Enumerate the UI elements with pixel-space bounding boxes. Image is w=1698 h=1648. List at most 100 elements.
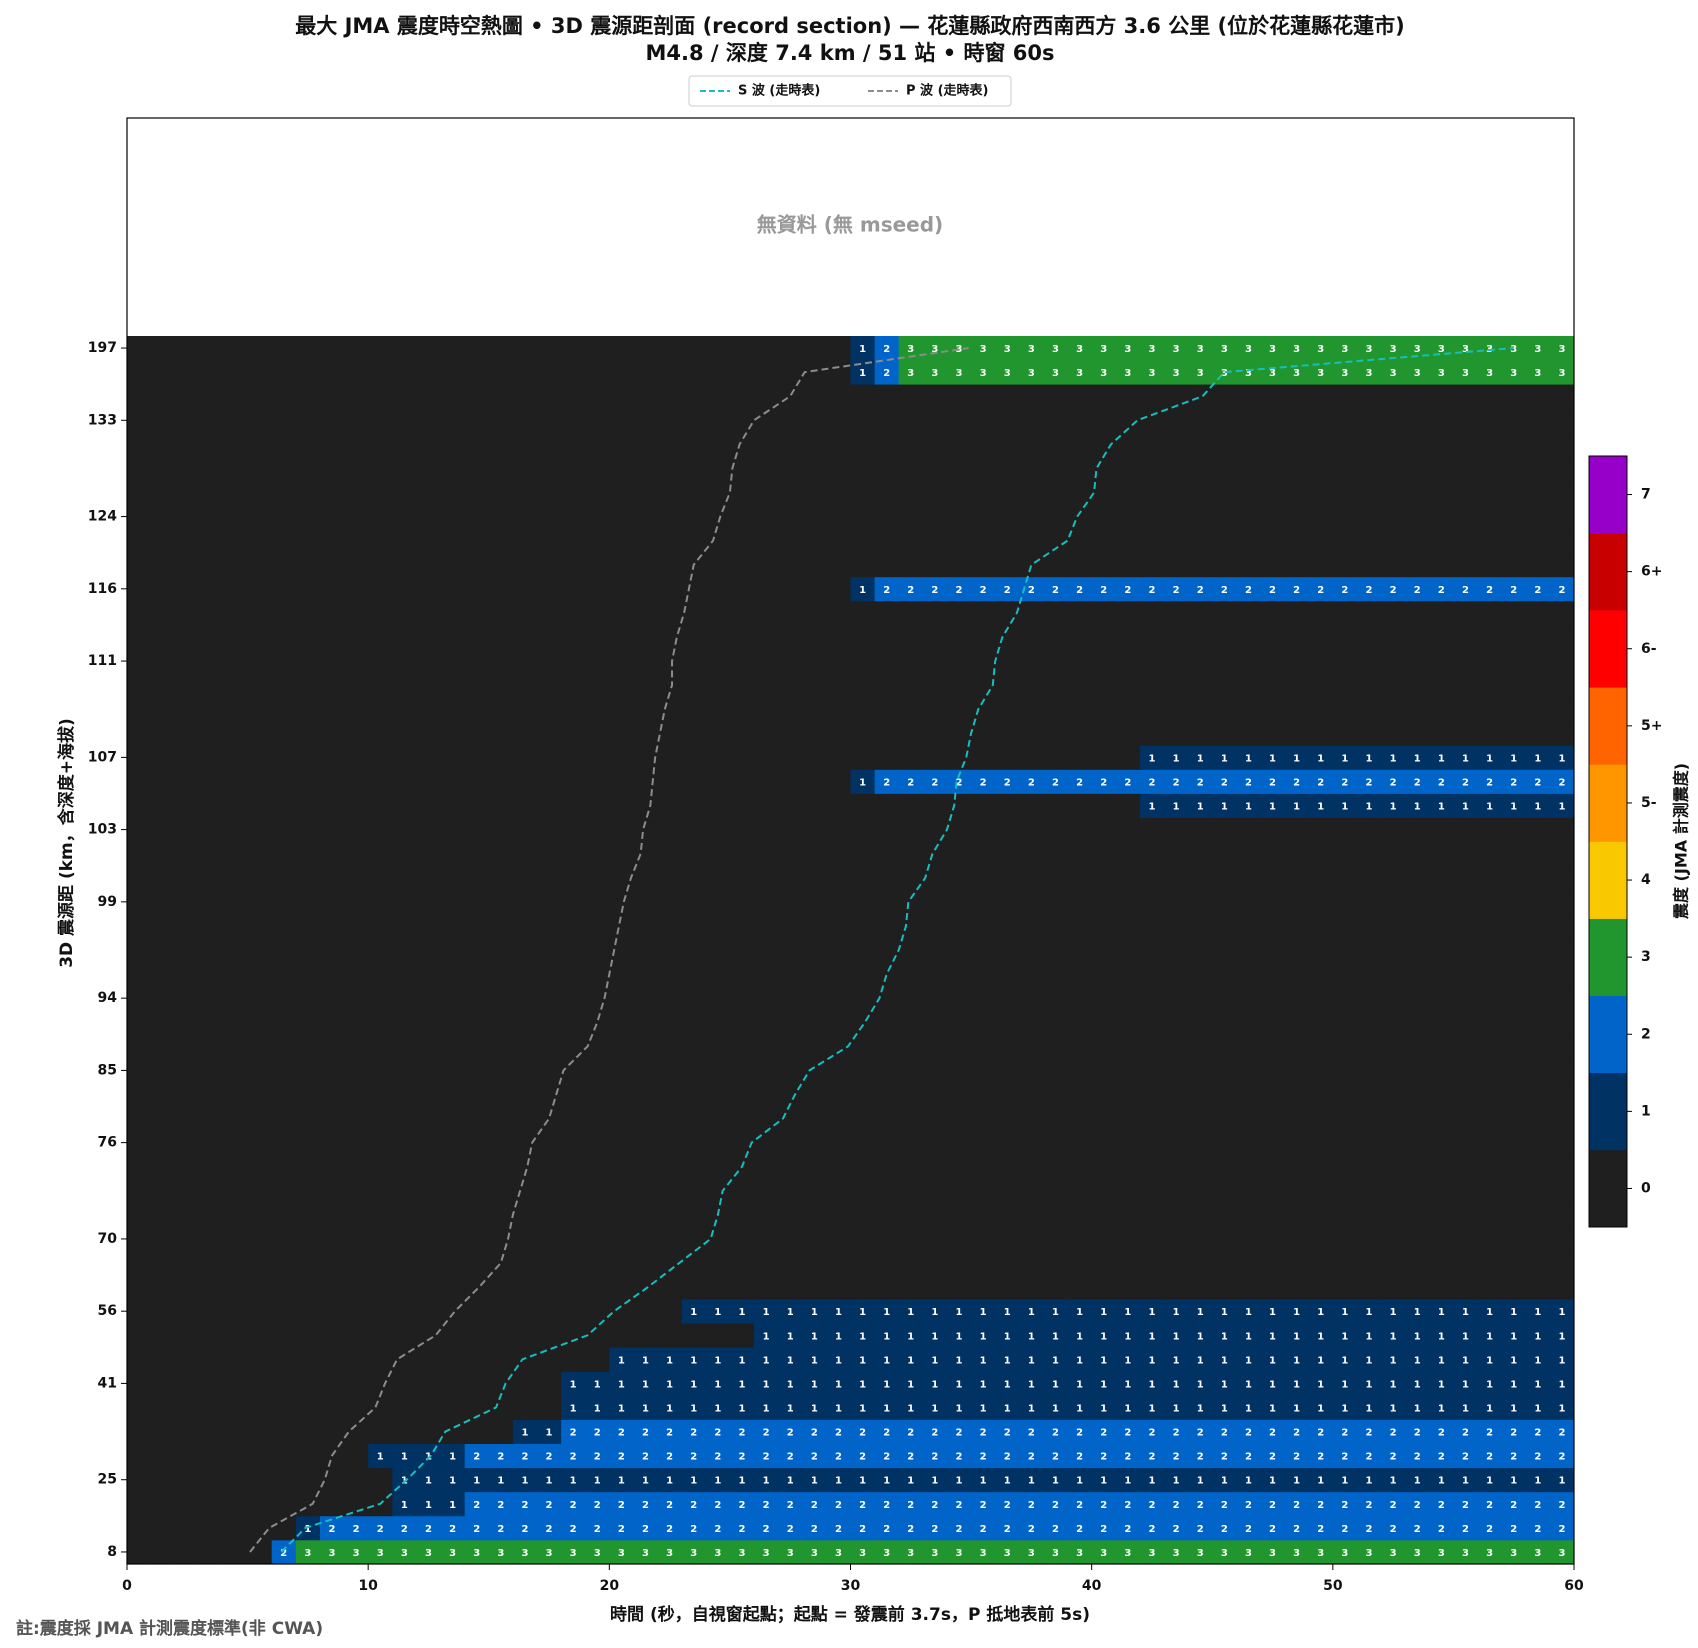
heat-cell: [1043, 1467, 1068, 1493]
heat-cell: [271, 1419, 297, 1445]
heat-cell: [1405, 986, 1430, 1011]
heat-cell: [826, 528, 851, 554]
heat-cell: [1067, 817, 1093, 843]
heat-cell: [1429, 937, 1454, 963]
heat-cell: [1067, 769, 1093, 794]
heat-cell: [247, 1299, 273, 1324]
cell-label: 2: [883, 1500, 890, 1511]
heat-cell: [175, 624, 200, 650]
heat-cell: [175, 673, 200, 698]
heat-cell: [199, 504, 224, 530]
heat-cell: [633, 1106, 658, 1131]
heat-cell: [609, 1491, 634, 1517]
heat-cell: [295, 649, 321, 674]
colorbar-label: 震度 (JMA 計測震度): [1672, 763, 1691, 920]
cell-label: 2: [1366, 1428, 1373, 1439]
heat-cell: [1212, 1130, 1237, 1156]
heat-cell: [898, 1419, 924, 1445]
heat-cell: [1429, 793, 1454, 818]
heat-cell: [1501, 986, 1527, 1011]
heat-cell: [344, 504, 369, 530]
heat-cell: [1405, 1347, 1430, 1372]
heat-cell: [1188, 1082, 1213, 1107]
cell-label: 3: [1390, 368, 1397, 379]
cell-label: 1: [618, 1403, 625, 1414]
heat-cell: [1043, 456, 1068, 481]
cell-label: 1: [956, 1307, 963, 1318]
y-tick-label: 70: [98, 1231, 118, 1247]
heat-cell: [1043, 384, 1068, 409]
heat-cell: [1525, 552, 1551, 578]
heat-cell: [946, 1323, 972, 1348]
heat-cell: [995, 673, 1020, 698]
heat-cell: [1115, 769, 1141, 794]
heat-cell: [1043, 673, 1068, 698]
heat-cell: [1260, 745, 1285, 770]
heat-cell: [754, 432, 779, 457]
heat-cell: [1549, 432, 1575, 457]
heat-cell: [1549, 1419, 1575, 1445]
cell-label: 1: [401, 1452, 408, 1463]
heat-cell: [1043, 1395, 1068, 1420]
cell-label: 1: [1173, 1307, 1180, 1318]
colorbar-tick-label: 6-: [1641, 641, 1657, 657]
y-tick-label: 197: [88, 340, 117, 356]
heat-cell: [633, 1250, 658, 1276]
heat-cell: [1019, 600, 1044, 626]
cell-label: 1: [1438, 1331, 1445, 1342]
heat-cell: [1405, 600, 1430, 626]
heat-cell: [464, 1419, 490, 1445]
heat-cell: [874, 1371, 900, 1396]
heat-cell: [1091, 697, 1117, 722]
heat-cell: [1043, 1515, 1068, 1541]
heat-cell: [1525, 384, 1551, 409]
heat-cell: [1019, 1491, 1044, 1517]
heat-cell: [1188, 721, 1213, 746]
cell-label: 2: [642, 1428, 649, 1439]
heat-cell: [1405, 1539, 1430, 1565]
heat-cell: [199, 841, 224, 867]
cell-label: 2: [666, 1452, 673, 1463]
heat-cell: [1308, 1010, 1334, 1035]
heat-cell: [971, 986, 996, 1011]
heat-cell: [440, 1226, 466, 1252]
cell-label: 1: [1124, 1379, 1131, 1390]
heat-cell: [729, 841, 755, 867]
heat-cell: [826, 624, 851, 650]
heat-cell: [1453, 1419, 1478, 1445]
heat-cell: [344, 1058, 369, 1083]
cell-label: 1: [1366, 1379, 1373, 1390]
cell-label: 1: [1124, 1355, 1131, 1366]
heat-cell: [199, 408, 224, 433]
heat-cell: [1284, 480, 1310, 505]
heat-cell: [1091, 865, 1117, 891]
heat-cell: [247, 432, 273, 457]
cell-label: 2: [956, 777, 963, 788]
heat-cell: [1405, 1371, 1430, 1396]
colorbar-tick-label: 3: [1641, 949, 1651, 965]
heat-cell: [585, 528, 610, 554]
heat-cell: [681, 937, 707, 963]
heat-cell: [344, 1443, 369, 1469]
heat-cell: [1139, 1275, 1165, 1300]
heat-cell: [754, 1130, 779, 1156]
heat-cell: [657, 865, 683, 891]
heat-cell: [1115, 360, 1141, 385]
heat-cell: [1381, 1250, 1406, 1276]
heat-cell: [512, 1491, 538, 1517]
heat-cell: [946, 745, 972, 770]
heat-cell: [1067, 673, 1093, 698]
heat-cell: [175, 1106, 200, 1131]
heat-cell: [1260, 624, 1285, 650]
heat-cell: [440, 1154, 466, 1180]
heat-cell: [850, 336, 876, 361]
cell-label: 3: [1534, 368, 1541, 379]
heat-cell: [729, 456, 755, 481]
heat-cell: [1115, 745, 1141, 770]
heat-cell: [585, 1250, 610, 1276]
heat-cell: [1381, 841, 1406, 867]
heat-cell: [754, 962, 779, 987]
heat-cell: [754, 649, 779, 674]
heat-cell: [1091, 1371, 1117, 1396]
heat-cell: [826, 408, 851, 433]
